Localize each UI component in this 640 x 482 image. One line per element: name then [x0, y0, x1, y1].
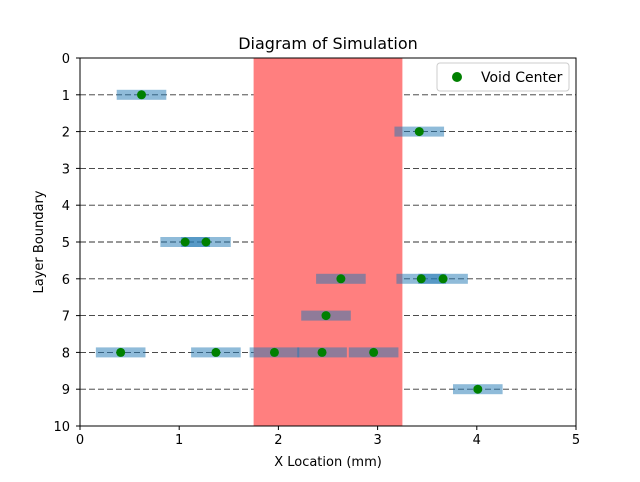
- legend-label: Void Center: [481, 70, 563, 86]
- x-tick-label: 4: [473, 433, 481, 448]
- void-center-point: [416, 274, 426, 284]
- void-center-point: [137, 90, 147, 100]
- y-tick-label: 0: [62, 52, 70, 67]
- x-tick-label: 1: [175, 433, 183, 448]
- void-center-point: [438, 274, 448, 284]
- y-tick-label: 7: [62, 310, 70, 325]
- legend: Void Center: [436, 62, 570, 92]
- x-tick-label: 5: [572, 433, 580, 448]
- y-tick-label: 1: [62, 89, 70, 104]
- y-tick-label: 6: [62, 273, 70, 288]
- highlight-region: [253, 58, 403, 426]
- legend-marker: [452, 72, 462, 82]
- void-center-point: [414, 127, 424, 137]
- x-tick-label: 2: [274, 433, 282, 448]
- y-axis-ticks: 0 1 2 3 4 5 6 7 8 9 10: [53, 52, 80, 435]
- void-center-point: [269, 347, 279, 357]
- void-center-point: [201, 237, 211, 247]
- void-center-point: [211, 347, 221, 357]
- y-axis-label: Layer Boundary: [32, 190, 47, 293]
- y-tick-label: 8: [62, 346, 70, 361]
- y-tick-label: 3: [62, 162, 70, 177]
- legend-box: [436, 62, 570, 92]
- y-tick-label: 9: [62, 383, 70, 398]
- x-axis-label: X Location (mm): [274, 455, 382, 470]
- void-center-point: [369, 347, 379, 357]
- x-tick-label: 3: [373, 433, 381, 448]
- y-tick-label: 2: [62, 126, 70, 141]
- x-axis-ticks: 0 1 2 3 4 5: [76, 426, 580, 448]
- void-center-point: [317, 347, 327, 357]
- void-center-point: [473, 384, 483, 394]
- void-center-point: [116, 347, 126, 357]
- void-center-point: [321, 311, 331, 321]
- x-tick-label: 0: [76, 433, 84, 448]
- y-tick-label: 4: [62, 199, 70, 214]
- chart-title: Diagram of Simulation: [238, 34, 418, 53]
- void-center-point: [180, 237, 190, 247]
- plot-area: [80, 58, 576, 426]
- y-tick-label: 10: [53, 420, 70, 435]
- y-tick-label: 5: [62, 236, 70, 251]
- void-center-point: [336, 274, 346, 284]
